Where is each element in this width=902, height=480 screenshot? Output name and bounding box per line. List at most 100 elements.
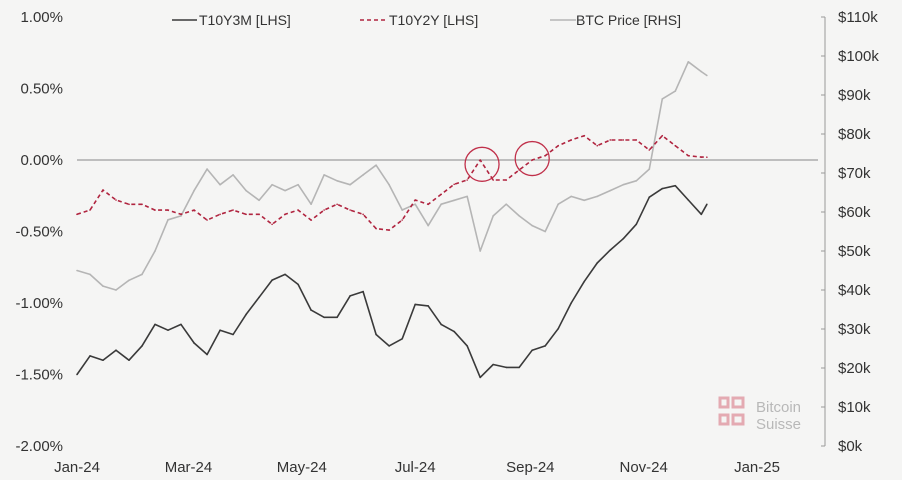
data-point-btc [466, 195, 468, 198]
y-left-tick-label: 0.50% [20, 81, 63, 98]
data-point-t10y2y [89, 209, 91, 211]
data-point-t10y2y [453, 183, 455, 186]
data-point-t10y2y [401, 219, 403, 221]
data-point-t10y3m [518, 366, 521, 369]
data-point-btc [531, 224, 534, 227]
series-line-t10y3m [76, 184, 708, 379]
y-right-tick-label: $100k [838, 48, 879, 65]
data-point-t10y3m [505, 366, 507, 369]
data-point-t10y3m [388, 345, 390, 347]
data-point-t10y2y [440, 193, 442, 196]
data-point-btc [635, 180, 638, 182]
data-point-t10y2y [362, 213, 364, 216]
data-point-btc [167, 219, 169, 221]
data-point-t10y2y [583, 134, 586, 137]
data-point-t10y2y [622, 139, 625, 141]
y-right-tick-label: $70k [838, 165, 871, 182]
data-point-btc [310, 203, 312, 205]
data-point-btc [115, 289, 117, 291]
data-point-t10y3m [167, 329, 169, 331]
data-point-t10y3m [141, 345, 143, 347]
data-point-t10y3m [219, 329, 221, 331]
data-point-btc [232, 174, 234, 176]
data-point-t10y3m [583, 280, 586, 283]
bitcoin-suisse-logo: Bitcoin Suisse [718, 396, 801, 433]
data-point-t10y3m [115, 349, 117, 351]
data-point-t10y2y [245, 213, 247, 216]
data-point-btc [700, 70, 703, 73]
series-line-t10y2y [76, 134, 707, 231]
y-right-tick-label: $20k [838, 360, 871, 377]
data-point-t10y2y [76, 213, 78, 216]
data-point-t10y2y [115, 199, 117, 201]
y-right-tick-label: $80k [838, 126, 871, 143]
data-point-btc [427, 224, 429, 227]
data-point-t10y2y [479, 159, 481, 161]
data-point-t10y2y [635, 139, 638, 141]
y-right-tick-label: $90k [838, 87, 871, 104]
data-point-t10y2y [180, 213, 182, 216]
data-point-btc [414, 203, 416, 205]
data-point-btc [505, 203, 507, 205]
data-point-t10y2y [706, 156, 708, 158]
legend: T10Y3M [LHS] T10Y2Y [LHS] BTC Price [RHS… [172, 12, 681, 28]
data-point-t10y2y [661, 134, 664, 137]
y-left-tick-label: -2.00% [15, 438, 63, 455]
data-point-t10y2y [700, 156, 703, 158]
data-point-t10y3m [336, 316, 338, 319]
data-point-t10y2y [232, 209, 234, 211]
data-point-btc [388, 183, 390, 186]
series-line-btc [76, 60, 708, 291]
data-point-t10y3m [622, 237, 625, 240]
logo-mark-icon [718, 396, 745, 426]
logo-text-line2: Suisse [756, 416, 801, 433]
y-right-tick-label: $40k [838, 282, 871, 299]
annotation-circle [514, 140, 550, 177]
data-point-btc [336, 180, 338, 182]
logo-text-line1: Bitcoin [756, 399, 801, 416]
data-point-btc [544, 230, 547, 233]
data-point-t10y2y [297, 209, 299, 211]
data-point-btc [245, 189, 247, 192]
data-point-btc [453, 199, 455, 202]
data-point-btc [180, 215, 182, 217]
data-point-t10y3m [687, 199, 690, 201]
data-point-btc [76, 269, 78, 272]
y-left-tick-label: 0.00% [20, 152, 63, 169]
data-point-btc [401, 209, 403, 211]
y-right-tick-label: $10k [838, 399, 871, 416]
data-point-t10y2y [102, 189, 104, 191]
data-point-t10y3m [128, 359, 130, 362]
data-point-btc [596, 195, 599, 198]
data-point-btc [440, 203, 442, 205]
data-point-t10y2y [596, 144, 599, 147]
data-point-t10y2y [674, 144, 677, 147]
data-point-t10y2y [557, 144, 560, 147]
data-point-t10y3m [245, 313, 247, 316]
data-point-t10y2y [505, 179, 507, 181]
data-point-btc [128, 279, 130, 282]
data-point-t10y2y [414, 199, 416, 201]
data-point-btc [89, 273, 91, 276]
data-point-t10y3m [466, 345, 468, 347]
data-point-t10y3m [544, 345, 547, 347]
data-point-t10y3m [193, 342, 195, 344]
data-point-btc [154, 250, 156, 252]
data-point-t10y3m [102, 359, 104, 362]
data-point-btc [518, 215, 521, 217]
data-point-t10y2y [531, 159, 534, 161]
y-right-tick-label: $50k [838, 243, 871, 260]
data-point-btc [570, 195, 573, 198]
data-point-t10y2y [492, 179, 494, 181]
legend-label-t10y2y: T10Y2Y [LHS] [389, 12, 478, 28]
data-point-t10y2y [258, 213, 260, 216]
data-point-t10y2y [544, 154, 547, 157]
data-point-t10y2y [388, 229, 390, 231]
data-point-t10y3m [362, 290, 364, 293]
x-tick-label: Jan-24 [54, 459, 100, 476]
data-point-btc [102, 285, 104, 287]
data-point-t10y3m [440, 323, 442, 326]
data-point-t10y2y [609, 139, 612, 141]
data-point-t10y3m [661, 187, 664, 190]
